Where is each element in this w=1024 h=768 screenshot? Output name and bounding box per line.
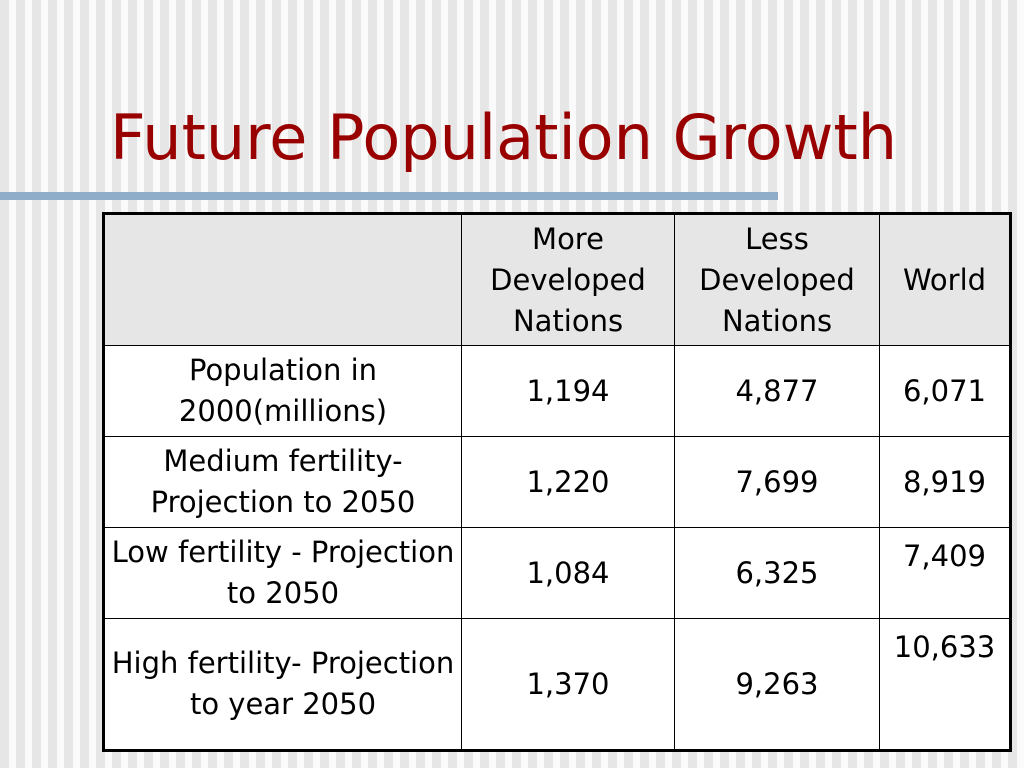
title-underline-rule (0, 192, 778, 200)
table-row: High fertility- Projection to year 2050 … (103, 618, 1011, 751)
slide-title: Future Population Growth (110, 101, 898, 174)
corner-header-cell (103, 213, 462, 346)
column-header-world: World (879, 213, 1011, 346)
column-header-less-developed: Less Developed Nations (674, 213, 880, 346)
row-label: Medium fertility- Projection to 2050 (103, 436, 462, 528)
row-label: High fertility- Projection to year 2050 (103, 618, 462, 751)
cell-world: 6,071 (879, 345, 1011, 437)
table-row: Low fertility - Projection to 2050 1,084… (103, 527, 1011, 619)
cell-world: 8,919 (879, 436, 1011, 528)
population-projection-table: More Developed Nations Less Developed Na… (102, 212, 1012, 752)
table-row: Population in 2000(millions) 1,194 4,877… (103, 345, 1011, 437)
cell-world: 10,633 (879, 618, 1011, 751)
cell-less-developed: 6,325 (674, 527, 880, 619)
table-header-row: More Developed Nations Less Developed Na… (103, 213, 1011, 346)
cell-more-developed: 1,194 (461, 345, 675, 437)
row-label: Low fertility - Projection to 2050 (103, 527, 462, 619)
cell-less-developed: 4,877 (674, 345, 880, 437)
row-label: Population in 2000(millions) (103, 345, 462, 437)
table-row: Medium fertility- Projection to 2050 1,2… (103, 436, 1011, 528)
column-header-more-developed: More Developed Nations (461, 213, 675, 346)
cell-less-developed: 9,263 (674, 618, 880, 751)
cell-less-developed: 7,699 (674, 436, 880, 528)
cell-more-developed: 1,084 (461, 527, 675, 619)
cell-more-developed: 1,220 (461, 436, 675, 528)
cell-more-developed: 1,370 (461, 618, 675, 751)
cell-world: 7,409 (879, 527, 1011, 619)
